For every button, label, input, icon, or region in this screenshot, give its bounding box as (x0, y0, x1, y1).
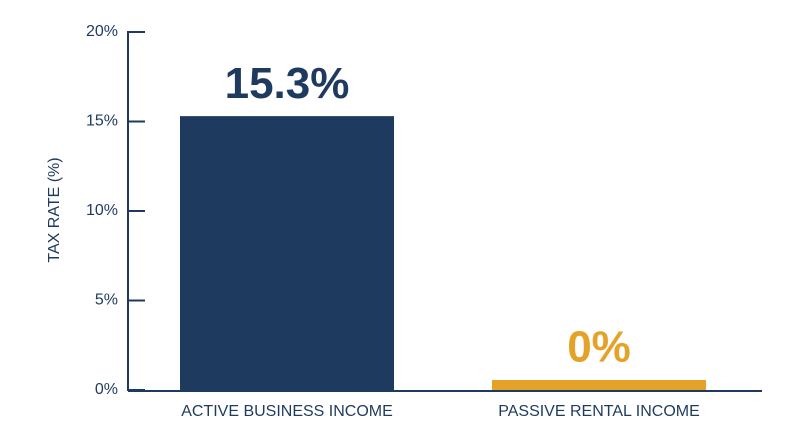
y-tick-label: 0% (95, 381, 118, 398)
y-tick-label: 20% (86, 23, 118, 40)
value-label: 0% (567, 323, 631, 372)
bar (492, 380, 706, 390)
y-tick-label: 15% (86, 113, 118, 130)
y-tick-label: 10% (86, 202, 118, 219)
value-label: 15.3% (225, 59, 350, 108)
y-tick-label: 5% (95, 292, 118, 309)
x-tick-label: ACTIVE BUSINESS INCOME (181, 403, 393, 420)
y-axis-label: TAX RATE (%) (46, 157, 63, 262)
x-tick-label: PASSIVE RENTAL INCOME (498, 403, 700, 420)
bar (180, 116, 394, 390)
